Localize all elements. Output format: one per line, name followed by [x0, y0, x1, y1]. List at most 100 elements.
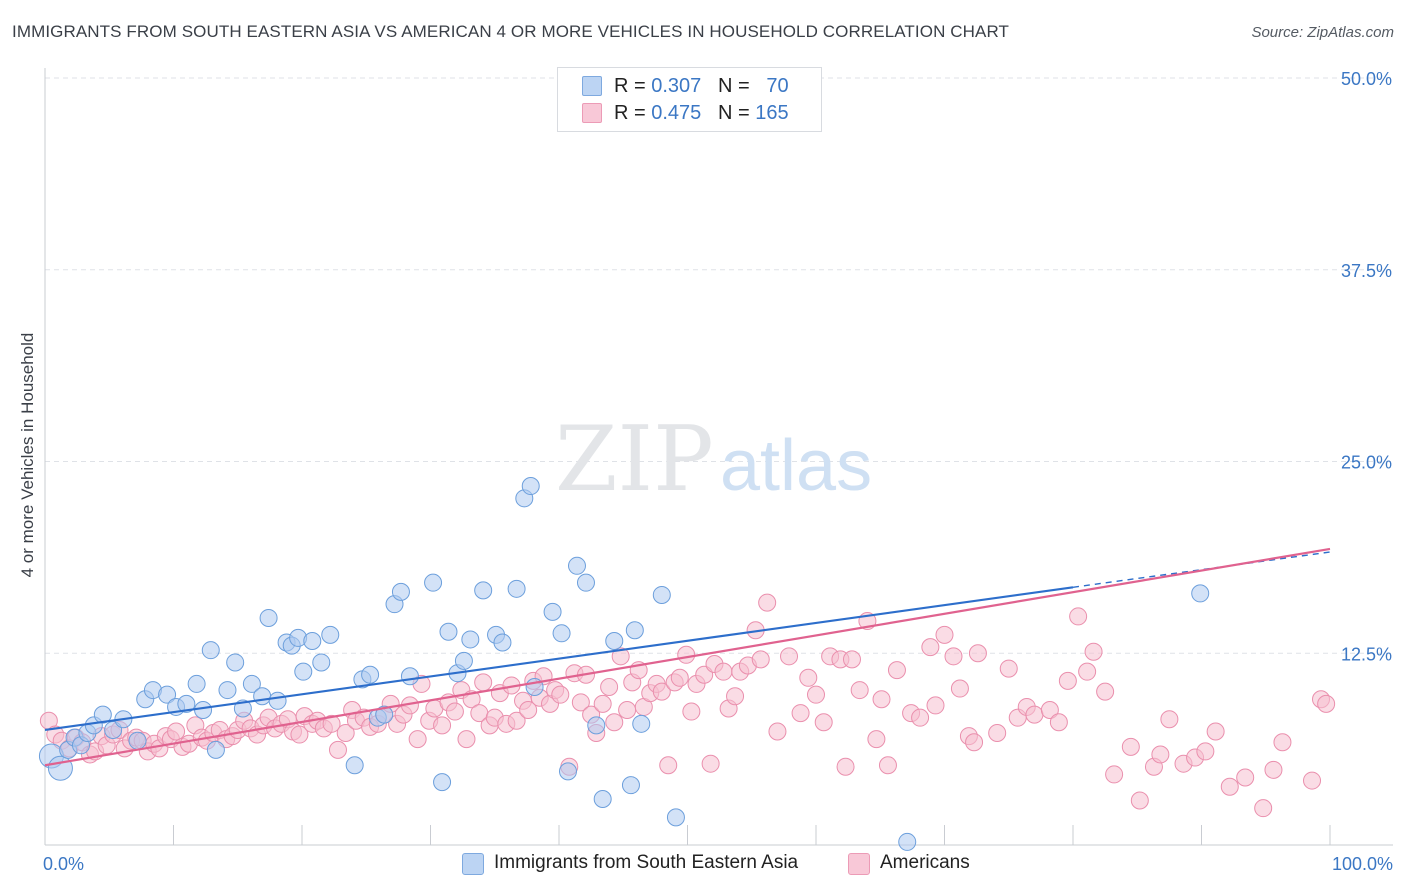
immigrants-point [558, 762, 577, 781]
americans-point [950, 679, 969, 698]
immigrants-point [47, 755, 73, 781]
americans-point [328, 740, 347, 759]
americans-point [926, 696, 945, 715]
americans-point [551, 685, 570, 704]
americans-point [1236, 768, 1255, 787]
immigrants-point [439, 622, 458, 641]
americans-point [1096, 682, 1115, 701]
americans-point [850, 681, 869, 700]
immigrants-point [605, 631, 624, 650]
americans-point [290, 725, 309, 744]
immigrants-point [474, 581, 493, 600]
americans-point [1058, 671, 1077, 690]
immigrants-point [625, 621, 644, 640]
americans-point [1220, 777, 1239, 796]
watermark-atlas: atlas [720, 426, 872, 506]
watermark: ZIP atlas [555, 407, 872, 512]
americans-point [842, 650, 861, 669]
immigrants-point [543, 602, 562, 621]
americans-point [758, 593, 777, 612]
americans-point [1078, 662, 1097, 681]
americans-point [836, 757, 855, 776]
americans-point [433, 716, 452, 735]
americans-point [1151, 745, 1170, 764]
americans-point [999, 659, 1018, 678]
grid-lines [45, 77, 1393, 654]
immigrants-point [461, 630, 480, 649]
americans-point [1273, 733, 1292, 752]
americans-point [968, 644, 987, 663]
americans-point [872, 690, 891, 709]
americans-point [1196, 742, 1215, 761]
americans-point [611, 647, 630, 666]
trend-lines [44, 547, 1331, 767]
americans-point [408, 730, 427, 749]
chart-title: IMMIGRANTS FROM SOUTH EASTERN ASIA VS AM… [12, 22, 1010, 41]
immigrants-point [194, 701, 213, 720]
immigrants-point [206, 740, 225, 759]
immigrants-point [521, 477, 540, 496]
americans-point [677, 645, 696, 664]
n-value: 70 [766, 75, 789, 97]
americans-point [652, 682, 671, 701]
americans-point [768, 722, 787, 741]
immigrants-point [493, 633, 512, 652]
americans-point [1105, 765, 1124, 784]
x-tick-label: 0.0% [43, 854, 84, 874]
legend-swatch-pink [582, 103, 602, 123]
x-tick-label: 100.0% [1332, 854, 1393, 874]
americans-point [887, 661, 906, 680]
americans-point [167, 722, 186, 741]
correlation-legend: R = 0.307 N = 70 R = 0.475 N = 165 [557, 67, 822, 132]
americans-point [1040, 701, 1059, 720]
americans-point [911, 708, 930, 727]
americans-point [751, 650, 770, 669]
immigrants-point [400, 667, 419, 686]
americans-point [701, 754, 720, 773]
y-tick-label: 25.0% [1341, 453, 1392, 473]
immigrants-point [375, 705, 394, 724]
americans-point [780, 647, 799, 666]
watermark-zip: ZIP [555, 407, 714, 512]
immigrants-point [593, 789, 612, 808]
legend-label-immigrants: Immigrants from South Eastern Asia [494, 852, 799, 873]
americans-point [1264, 760, 1283, 779]
n-value: 165 [755, 102, 789, 124]
immigrants-point [898, 832, 917, 851]
americans-point [474, 673, 493, 692]
americans-point [445, 702, 464, 721]
americans-point [944, 647, 963, 666]
americans-point [814, 713, 833, 732]
americans-point [457, 730, 476, 749]
y-axis-title: 4 or more Vehicles in Household [18, 332, 37, 578]
americans-point [965, 733, 984, 752]
legend-swatch-blue [462, 853, 484, 875]
americans-point [935, 625, 954, 644]
immigrants-point [253, 687, 272, 706]
immigrants-point [507, 579, 526, 598]
americans-point [1121, 737, 1140, 756]
immigrants-points [38, 477, 1210, 851]
immigrants-point [201, 641, 220, 660]
immigrants-point [652, 585, 671, 604]
americans-point [322, 714, 341, 733]
americans-point [507, 711, 526, 730]
americans-point [336, 724, 355, 743]
americans-point [799, 668, 818, 687]
legend-label-americans: Americans [880, 852, 970, 873]
americans-point [1160, 710, 1179, 729]
americans-point [682, 702, 701, 721]
immigrants-point [454, 651, 473, 670]
immigrants-point [158, 685, 177, 704]
immigrants-point [177, 694, 196, 713]
americans-point [571, 693, 590, 712]
y-tick-label: 12.5% [1341, 644, 1392, 664]
r-value: 0.475 [651, 102, 702, 124]
immigrants-point [391, 582, 410, 601]
americans-point [1130, 791, 1149, 810]
americans-point [605, 713, 624, 732]
immigrants-point [187, 674, 206, 693]
legend-swatch-pink [848, 853, 870, 875]
americans-point [659, 756, 678, 775]
